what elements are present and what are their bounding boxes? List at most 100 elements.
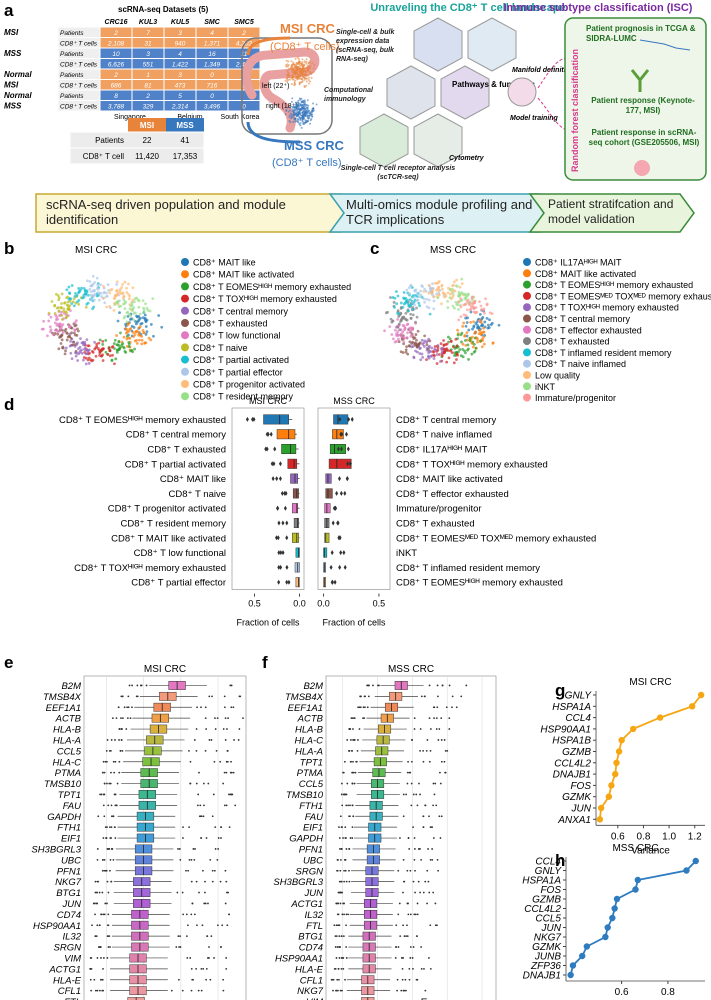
umap-point	[125, 334, 129, 338]
outlier	[89, 978, 92, 981]
row-group: Normal	[4, 91, 32, 100]
umap-point	[52, 333, 55, 337]
outlier	[451, 706, 453, 709]
mss-mini-point	[287, 110, 290, 113]
gene-label: GNLY	[565, 691, 593, 702]
legend-label: CD8⁺ T exhausted	[535, 337, 609, 347]
outlier	[336, 446, 340, 452]
x-tick-label: 0.5	[248, 599, 261, 609]
umap-point	[403, 328, 406, 332]
mss-mini-point	[294, 106, 297, 109]
arrow-text-3-fo: Patient stratifcation and model validati…	[548, 197, 673, 226]
umap-point	[478, 300, 481, 304]
outlier	[440, 815, 443, 818]
umap-point	[93, 292, 97, 296]
outlier	[203, 902, 206, 905]
panel-b-title: MSI CRC	[75, 245, 117, 256]
umap-point	[468, 336, 472, 340]
umap-point	[440, 351, 444, 355]
outlier	[131, 684, 133, 687]
msi-mini-point	[305, 71, 308, 74]
outlier	[265, 431, 269, 437]
legend-swatch	[181, 270, 189, 279]
msi-mini-point	[299, 61, 302, 64]
outlier	[359, 695, 362, 698]
gene-label: GZMB	[562, 747, 591, 758]
umap-point	[62, 307, 66, 311]
mss-mini-point	[306, 99, 309, 102]
outlier	[227, 717, 229, 720]
outlier	[352, 815, 355, 818]
outlier	[189, 760, 192, 763]
umap-point	[57, 330, 60, 334]
umap-point	[98, 351, 102, 355]
umap-point	[388, 325, 392, 328]
umap-point	[424, 289, 428, 293]
x-axis-label: Variance	[631, 845, 670, 856]
mss-mini-point	[290, 115, 293, 118]
outlier	[420, 695, 423, 698]
umap-point	[480, 345, 484, 349]
outlier	[285, 535, 289, 541]
outlier	[357, 706, 360, 709]
msi-mini-point	[304, 67, 307, 70]
umap-point	[391, 337, 395, 341]
outlier	[358, 706, 361, 709]
mss-mini-point	[306, 116, 309, 119]
umap-point	[483, 320, 487, 324]
umap-point	[70, 343, 74, 347]
outlier	[345, 793, 348, 796]
outlier	[345, 913, 348, 916]
umap-point	[67, 285, 71, 289]
umap-point	[457, 293, 461, 296]
umap-point	[418, 341, 422, 345]
mss-mini-point	[302, 104, 305, 107]
umap-point	[73, 324, 77, 328]
gene-label: HLA-E	[53, 975, 82, 986]
umap-point	[477, 319, 481, 323]
umap-point	[122, 298, 126, 302]
umap-point	[87, 293, 90, 297]
outlier	[443, 760, 446, 763]
outlier	[181, 891, 184, 894]
gene-label: HSPA1A	[522, 876, 561, 887]
umap-point	[133, 297, 137, 301]
gene-label: HSPA1B	[552, 736, 591, 747]
hex-pathways	[440, 65, 490, 120]
umap-point	[406, 352, 410, 356]
outlier	[189, 782, 192, 785]
outlier	[339, 490, 343, 496]
row-label: CD8⁺ T cells	[60, 41, 98, 48]
umap-point	[407, 309, 410, 313]
mss-mini-point	[306, 120, 309, 123]
summary-value: 22	[143, 136, 152, 145]
outlier	[336, 858, 339, 861]
umap-point	[84, 305, 88, 309]
outlier	[444, 771, 447, 774]
outlier	[109, 826, 111, 829]
outlier	[114, 760, 117, 763]
umap-point	[99, 283, 103, 287]
outlier	[394, 957, 397, 959]
umap-point	[74, 349, 78, 353]
gene-label: HLA-C	[52, 757, 81, 768]
mss-mini-point	[294, 101, 297, 104]
outlier	[429, 728, 432, 730]
umap-point	[405, 345, 409, 349]
mss-mini-point	[303, 110, 306, 113]
outlier	[339, 989, 342, 992]
outlier	[366, 706, 369, 709]
mss-mini-point	[285, 109, 288, 112]
outlier	[414, 869, 416, 872]
umap-point	[142, 306, 145, 310]
umap-point	[423, 334, 427, 338]
outlier	[197, 793, 200, 796]
gene-label: FTH1	[57, 823, 81, 834]
category-label: CD8⁺ T progenitor activated	[108, 504, 226, 515]
umap-point	[108, 349, 112, 353]
outlier	[335, 935, 338, 938]
umap-point	[106, 283, 110, 287]
outlier	[413, 717, 416, 720]
umap-point	[411, 313, 415, 317]
